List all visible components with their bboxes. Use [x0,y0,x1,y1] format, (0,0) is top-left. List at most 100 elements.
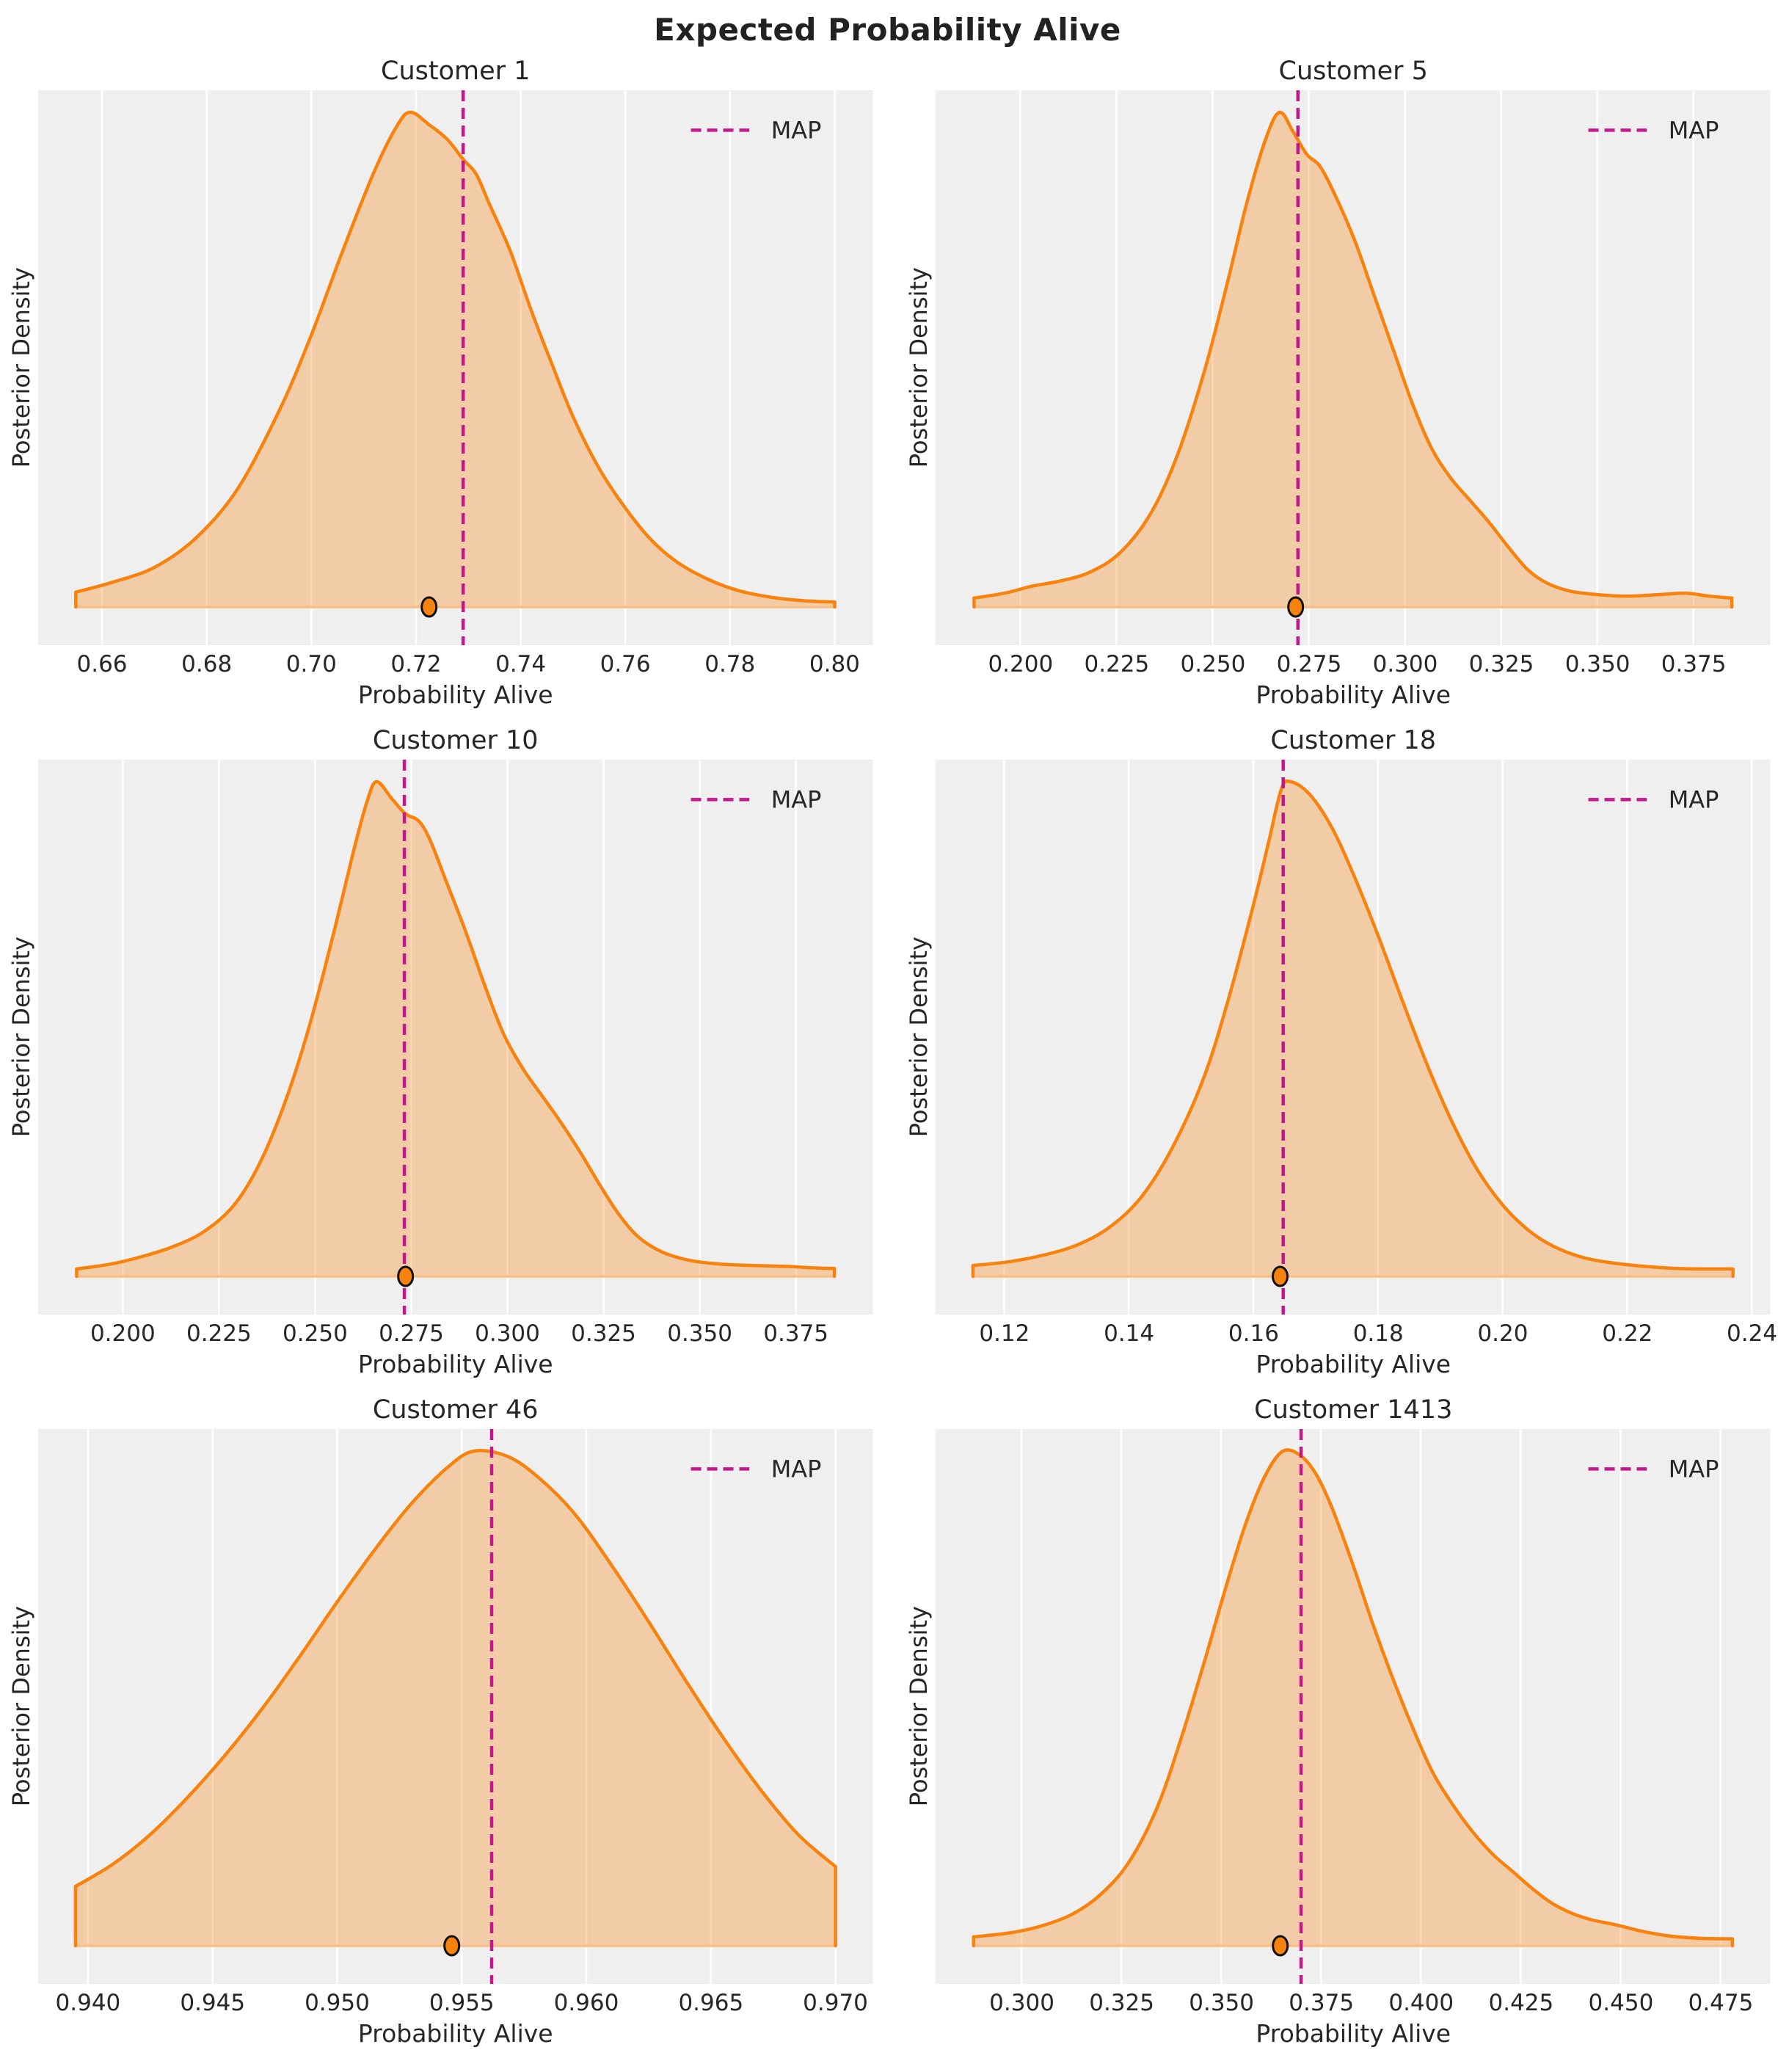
x-tick-label: 0.945 [180,1990,246,2016]
x-axis-label: Probability Alive [1256,1350,1451,1378]
x-tick-label: 0.940 [55,1990,121,2016]
x-tick-label: 0.325 [571,1320,636,1347]
x-tick-label: 0.66 [76,651,128,677]
kde-curve [73,1449,837,1948]
subplot-title: Customer 5 [1278,57,1428,86]
subplot: Customer 18 Posterior Density MAP 0.12 0.… [903,724,1777,1384]
x-tick-label: 0.225 [1084,651,1150,677]
x-tick-label: 0.325 [1468,651,1534,677]
kde-plot: MAP [936,90,1771,645]
subplot: Customer 1 Posterior Density MAP 0.66 0.6… [4,55,873,714]
x-tick-labels: 0.940 0.945 0.950 0.955 0.960 0.965 0.970 [38,1984,873,2019]
x-tick-label: 0.450 [1588,1990,1654,2016]
plot-background [37,1429,873,1984]
x-tick-label: 0.350 [667,1320,732,1347]
y-axis-label: Posterior Density [905,937,933,1138]
x-tick-labels: 0.200 0.225 0.250 0.275 0.300 0.325 0.350 0.375 [38,1315,873,1350]
x-tick-label: 0.955 [429,1990,495,2016]
figure-title: Expected Probability Alive [654,12,1121,48]
plot-background [936,90,1771,645]
point-marker [1272,1265,1289,1287]
kde-curve [74,110,837,609]
kde-curve [75,779,837,1279]
subplot-title: Customer 18 [1270,726,1437,755]
x-tick-label: 0.225 [186,1320,252,1347]
x-tick-label: 0.72 [390,651,442,677]
x-tick-labels: 0.12 0.14 0.16 0.18 0.20 0.22 0.24 [936,1315,1777,1350]
kde-fill [76,112,835,607]
x-tick-label: 0.16 [1228,1320,1279,1347]
plot-background [936,1429,1771,1984]
x-axis-label: Probability Alive [1256,680,1451,709]
point-marker [1272,1935,1289,1957]
x-tick-label: 0.24 [1727,1320,1778,1347]
x-tick-label: 0.12 [979,1320,1030,1347]
x-tick-label: 0.76 [600,651,651,677]
subplot: Customer 1413 Posterior Density MAP 0.30… [903,1394,1771,2053]
x-tick-label: 0.275 [379,1320,444,1347]
kde-plot: MAP [936,1429,1771,1984]
x-tick-label: 0.70 [285,651,337,677]
legend-label: MAP [771,116,822,144]
legend-label: MAP [771,785,822,813]
x-axis-label: Probability Alive [1256,2019,1451,2048]
x-tick-label: 0.200 [90,1320,156,1347]
subplot-grid: Customer 1 Posterior Density MAP 0.66 0.6… [4,55,1777,2053]
legend-label: MAP [1669,785,1719,813]
x-tick-label: 0.350 [1189,1990,1254,2016]
x-tick-label: 0.960 [553,1990,619,2016]
x-tick-label: 0.425 [1488,1990,1554,2016]
legend-label: MAP [1669,116,1719,144]
x-tick-label: 0.300 [475,1320,540,1347]
x-axis-label: Probability Alive [357,680,553,709]
x-tick-label: 0.18 [1352,1320,1404,1347]
x-tick-label: 0.970 [803,1990,868,2016]
x-tick-label: 0.300 [989,1990,1054,2016]
legend-label: MAP [1669,1455,1719,1483]
kde-fill [75,1450,836,1946]
x-tick-label: 0.300 [1372,651,1438,677]
kde-curve [972,779,1735,1279]
x-tick-label: 0.80 [809,651,860,677]
kde-plot: MAP [37,1429,873,1984]
point-marker [397,1265,415,1287]
x-tick-label: 0.275 [1276,651,1342,677]
x-tick-label: 0.74 [495,651,547,677]
plot-background [936,760,1771,1315]
point-marker [443,1935,461,1957]
kde-fill [974,1450,1733,1946]
subplot: Customer 5 Posterior Density MAP 0.200 0.… [903,55,1771,714]
x-tick-label: 0.375 [1289,1990,1355,2016]
x-tick-label: 0.375 [763,1320,828,1347]
y-axis-label: Posterior Density [7,267,35,468]
x-axis-label: Probability Alive [357,1350,553,1378]
x-tick-label: 0.78 [704,651,756,677]
y-axis-label: Posterior Density [7,937,35,1138]
kde-plot: MAP [37,760,873,1315]
kde-plot: MAP [37,90,873,645]
point-marker [420,596,438,618]
x-tick-label: 0.14 [1104,1320,1155,1347]
x-tick-label: 0.200 [988,651,1054,677]
kde-curve [972,1448,1735,1948]
subplot: Customer 46 Posterior Density MAP 0.940 0… [4,1394,873,2053]
x-tick-label: 0.400 [1388,1990,1454,2016]
x-tick-label: 0.475 [1688,1990,1754,2016]
kde-curve [972,110,1734,609]
x-axis-label: Probability Alive [357,2019,553,2048]
x-tick-label: 0.325 [1089,1990,1154,2016]
legend-label: MAP [771,1455,822,1483]
x-tick-label: 0.375 [1661,651,1727,677]
x-tick-label: 0.22 [1602,1320,1653,1347]
kde-plot: MAP [936,760,1771,1315]
x-tick-label: 0.350 [1564,651,1631,677]
x-tick-label: 0.965 [678,1990,744,2016]
subplot-title: Customer 46 [372,1395,539,1425]
x-tick-labels: 0.300 0.325 0.350 0.375 0.400 0.425 0.450 0.475 [936,1984,1771,2019]
y-axis-label: Posterior Density [7,1606,35,1807]
x-tick-label: 0.250 [283,1320,348,1347]
x-tick-labels: 0.66 0.68 0.70 0.72 0.74 0.76 0.78 0.80 [38,645,873,680]
x-tick-labels: 0.200 0.225 0.250 0.275 0.300 0.325 0.350 0.375 [936,645,1771,680]
x-tick-label: 0.250 [1180,651,1246,677]
